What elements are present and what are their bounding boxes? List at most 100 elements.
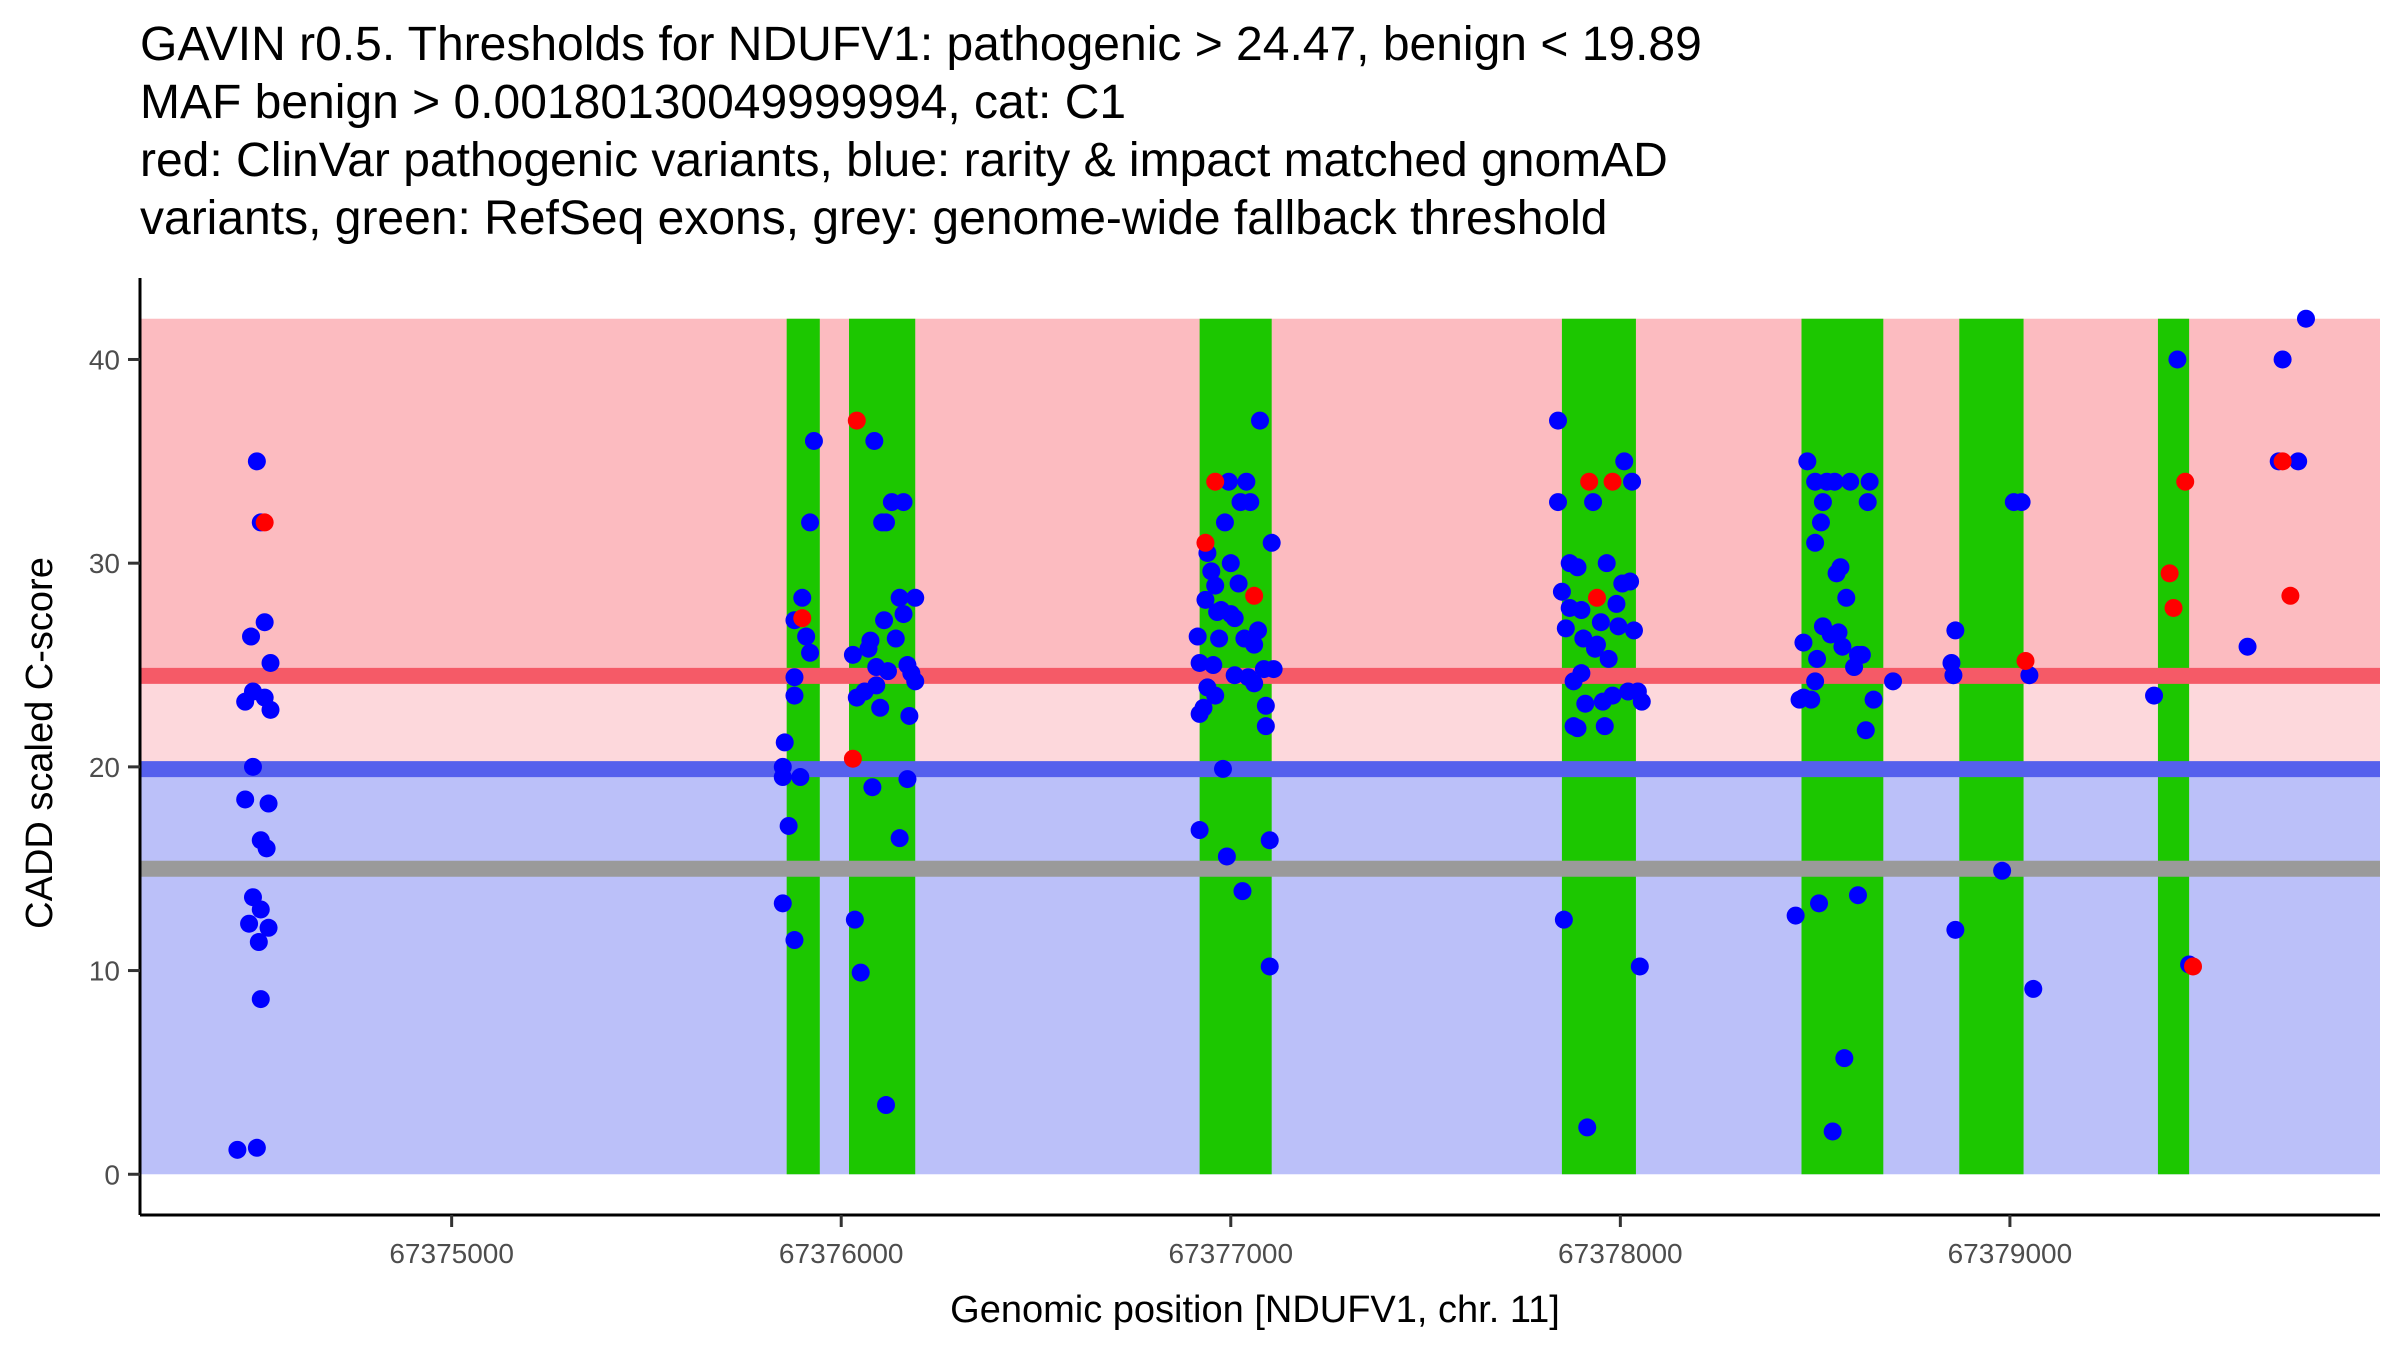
benign-point xyxy=(1196,590,1215,609)
benign-point xyxy=(1241,493,1260,512)
benign-point xyxy=(1831,558,1850,577)
benign-point xyxy=(2012,493,2031,512)
benign-point xyxy=(1204,656,1223,675)
benign-point xyxy=(259,794,278,813)
benign-point xyxy=(1225,666,1244,685)
pathogenic-point xyxy=(2016,651,2035,670)
pathogenic-point xyxy=(793,609,812,628)
benign-point xyxy=(890,829,909,848)
benign-point xyxy=(1549,493,1568,512)
benign-point xyxy=(1810,894,1829,913)
exon-regions xyxy=(786,318,2190,1175)
benign-point xyxy=(249,933,268,952)
benign-point xyxy=(1221,605,1240,624)
benign-point xyxy=(1587,635,1606,654)
benign-point xyxy=(1848,645,1867,664)
benign-point xyxy=(1599,649,1618,668)
benign-point xyxy=(1213,759,1232,778)
benign-point xyxy=(861,631,880,650)
benign-point xyxy=(1574,629,1593,648)
benign-point xyxy=(1219,472,1238,491)
benign-point xyxy=(894,605,913,624)
pathogenic-point xyxy=(1245,586,1264,605)
benign-point xyxy=(1210,629,1229,648)
benign-point xyxy=(1837,588,1856,607)
benign-point xyxy=(1217,847,1236,866)
benign-point xyxy=(2145,686,2164,705)
benign-point xyxy=(1811,513,1830,532)
benign-point xyxy=(785,931,804,950)
benign-point xyxy=(791,768,810,787)
benign-point xyxy=(1624,621,1643,640)
benign-point xyxy=(1856,721,1875,740)
benign-point xyxy=(259,918,278,937)
benign-point xyxy=(240,914,259,933)
benign-point xyxy=(1251,411,1269,430)
benign-point xyxy=(1806,672,1825,691)
benign-point xyxy=(1806,533,1825,552)
benign-point xyxy=(1802,690,1821,709)
benign-point xyxy=(1215,513,1234,532)
benign-point xyxy=(1813,493,1832,512)
benign-point xyxy=(242,627,261,646)
benign-point xyxy=(801,513,820,532)
pathogenic-point xyxy=(1587,588,1606,607)
exon-region xyxy=(2157,318,2190,1175)
benign-point xyxy=(251,900,270,919)
y-axis-title: CADD scaled C-score xyxy=(19,557,61,929)
benign-point xyxy=(2273,350,2292,369)
benign-point xyxy=(1615,452,1634,471)
benign-point xyxy=(257,839,276,858)
benign-point xyxy=(779,816,798,835)
benign-point xyxy=(1825,472,1844,491)
benign-point xyxy=(851,963,870,982)
benign-point xyxy=(1621,572,1640,591)
benign-point xyxy=(804,431,823,450)
benign-point xyxy=(1860,472,1879,491)
exon-region xyxy=(849,318,916,1175)
title-line-1: GAVIN r0.5. Thresholds for NDUFV1: patho… xyxy=(140,18,1702,71)
y-tick-label: 40 xyxy=(89,344,120,375)
benign-point xyxy=(775,733,794,752)
y-tick-label: 20 xyxy=(89,752,120,783)
benign-point xyxy=(247,1138,266,1157)
benign-point xyxy=(906,672,925,691)
benign-point xyxy=(1835,1049,1854,1068)
benign-point xyxy=(898,770,917,789)
axes: 0 10 20 30 40 67375000 67376000 67377000 6737800… xyxy=(89,278,2380,1269)
benign-point xyxy=(1188,627,1207,646)
exon-region xyxy=(1801,318,1884,1175)
benign-point xyxy=(1578,1118,1597,1137)
pathogenic-point xyxy=(2176,472,2195,491)
exon-region xyxy=(1959,318,2024,1175)
y-tick-label: 0 xyxy=(104,1159,120,1190)
benign-point xyxy=(1202,562,1221,581)
benign-point xyxy=(2168,350,2187,369)
benign-point xyxy=(1572,601,1591,620)
benign-point xyxy=(1245,674,1264,693)
benign-point xyxy=(1233,882,1252,901)
title-line-4: variants, green: RefSeq exons, grey: gen… xyxy=(140,192,1608,245)
benign-point xyxy=(1190,821,1209,840)
benign-point xyxy=(773,757,792,776)
benign-point xyxy=(1858,493,1877,512)
benign-point xyxy=(1848,886,1867,905)
benign-point xyxy=(1944,666,1963,685)
benign-point xyxy=(1798,452,1817,471)
pathogenic-point xyxy=(2273,452,2292,471)
benign-point xyxy=(1591,613,1610,632)
benign-point xyxy=(1623,472,1642,491)
benign-point xyxy=(785,686,804,705)
benign-point xyxy=(2020,666,2039,685)
benign-point xyxy=(1264,660,1283,679)
benign-point xyxy=(1245,635,1264,654)
benign-point xyxy=(1221,554,1240,573)
benign-point xyxy=(843,645,862,664)
exon-region xyxy=(1199,318,1272,1175)
benign-point xyxy=(1884,672,1903,691)
benign-point xyxy=(2238,637,2257,656)
exon-region xyxy=(1561,318,1636,1175)
benign-point xyxy=(865,431,884,450)
chart-title: GAVIN r0.5. Thresholds for NDUFV1: patho… xyxy=(140,16,2340,248)
